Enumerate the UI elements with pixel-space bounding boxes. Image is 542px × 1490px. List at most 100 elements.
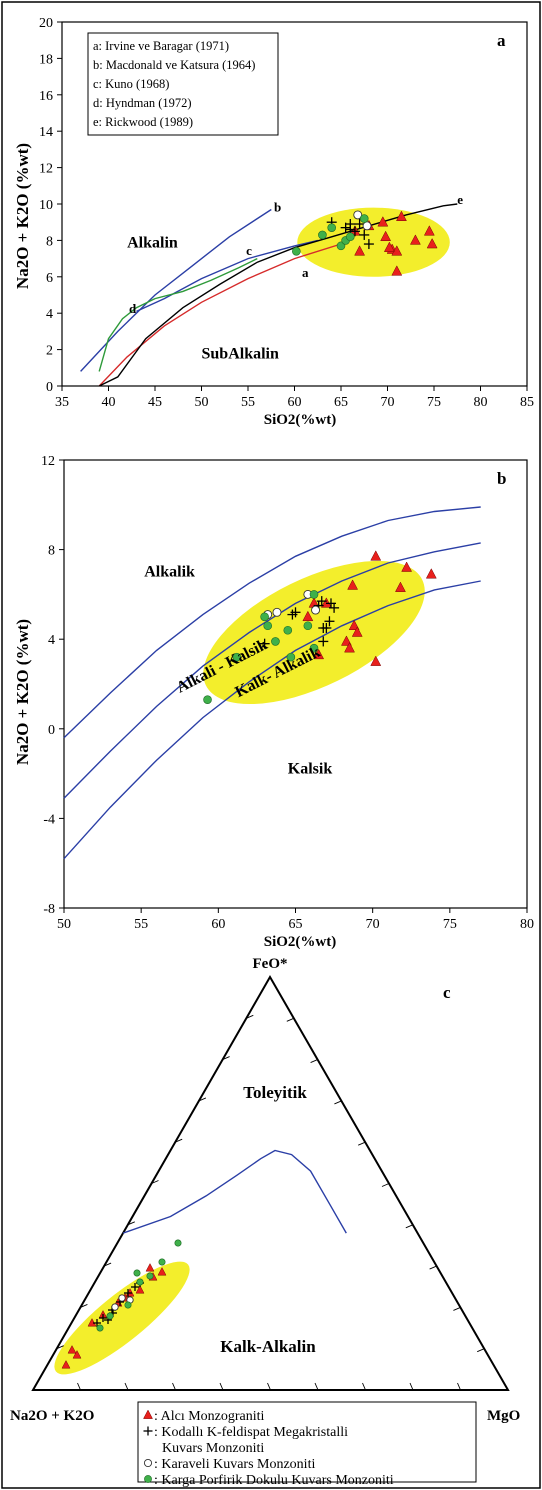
marker-legend-symbols: [143, 1409, 153, 1483]
marker-legend-text: : Karga Porfirik Dokulu Kuvars Monzoniti: [154, 1473, 394, 1488]
ternary-tick: [127, 1221, 135, 1226]
triangle-marker: [426, 238, 438, 249]
triangle-marker: [425, 568, 437, 579]
panel-b-data-points: [203, 550, 437, 704]
green-circle-marker: [106, 1312, 114, 1320]
green-circle-marker: [263, 621, 273, 631]
panel-a-highlight-region: [297, 207, 450, 277]
panel-b-y-ticks: -8 -4 0 4 8 12: [41, 454, 64, 917]
y-tick-label: 10: [39, 198, 53, 213]
triangle-marker: [67, 1345, 77, 1354]
marker-legend-text: : Kodallı K-feldispat Megakristalli: [154, 1425, 348, 1440]
ternary-ticks: [56, 1014, 485, 1391]
green-circle-marker: [327, 223, 337, 232]
x-tick-label: 60: [288, 395, 302, 410]
plus-marker: [363, 239, 374, 250]
ternary-tick: [310, 1059, 318, 1064]
triangle-marker: [313, 648, 325, 660]
plus-marker: [324, 616, 335, 627]
ternary-tick: [314, 1382, 319, 1391]
triangle-marker: [370, 550, 382, 561]
triangle-marker: [344, 642, 355, 653]
apex-label-left: Na2O + K2O: [10, 1408, 94, 1424]
field-label-tholeiitic: Toleyitik: [243, 1083, 307, 1102]
curve-b3: [63, 580, 481, 860]
plus-marker: [131, 1283, 139, 1291]
triangle-marker: [145, 1263, 155, 1272]
ternary-tick: [246, 1014, 254, 1019]
open-circle-marker: [272, 607, 282, 617]
y-tick-label: 16: [39, 89, 53, 104]
green-circle-marker: [359, 214, 369, 223]
triangle-marker: [61, 1360, 71, 1369]
curve-b1: [63, 506, 481, 739]
curve-d: [98, 257, 258, 372]
ternary-tick: [124, 1382, 129, 1391]
panel-a-curve-legend: a: Irvine ve Baragar (1971) b: Macdonald…: [87, 32, 279, 136]
triangle-marker: [401, 561, 413, 572]
curve-label: a: [302, 265, 309, 280]
triangle-marker: [423, 225, 435, 236]
plus-marker: [124, 1289, 132, 1297]
green-circle-marker: [232, 652, 242, 662]
panel-b-y-axis-title: Na2O + K2O (%wt): [13, 619, 32, 765]
triangle-marker: [72, 1350, 82, 1359]
ternary-tick: [477, 1348, 485, 1353]
ternary-tick: [219, 1382, 224, 1391]
panel-a-curve-labels: a b c d e: [129, 192, 463, 316]
ternary-tick: [362, 1382, 366, 1391]
ternary-tick: [198, 1097, 207, 1102]
green-circle-marker: [124, 1301, 132, 1309]
triangle-marker: [354, 245, 366, 256]
panel-a-x-axis-title: SiO2(%wt): [264, 412, 337, 428]
x-tick-label: 85: [520, 395, 534, 410]
green-circle-marker: [292, 247, 301, 256]
triangle-marker: [135, 1285, 145, 1294]
field-label: Kalsik: [288, 761, 333, 778]
plus-marker: [318, 636, 329, 647]
plus-marker: [354, 219, 365, 230]
plus-marker: [259, 638, 270, 649]
marker-legend-box: [137, 1401, 477, 1483]
x-tick-label: 80: [474, 395, 488, 410]
plus-marker: [143, 1426, 153, 1436]
open-circle-marker: [143, 1458, 153, 1468]
x-tick-label: 60: [211, 917, 225, 932]
x-tick-label: 65: [289, 917, 303, 932]
panel-a-label: a: [497, 31, 506, 50]
x-tick-label: 40: [102, 395, 116, 410]
green-circle-marker: [283, 625, 293, 635]
tholeiitic-calcalkaline-boundary: [122, 1149, 347, 1234]
green-circle-marker: [146, 1272, 154, 1280]
marker-legend-text: : Karaveli Kuvars Monzoniti: [154, 1457, 315, 1472]
y-tick-label: -8: [43, 902, 55, 917]
triangle-marker: [383, 241, 395, 252]
ternary-tick: [172, 1382, 176, 1391]
green-circle-marker: [345, 232, 355, 242]
panel-a-legend-item: b: Macdonald ve Katsura (1964): [93, 58, 255, 72]
x-tick-label: 80: [520, 917, 534, 932]
ternary-tick: [267, 1382, 271, 1391]
y-tick-label: 0: [48, 723, 55, 738]
curve-b: [80, 208, 272, 372]
panel-b-highlight-region: [203, 560, 425, 705]
panel-b-boundary-curves: [63, 506, 481, 860]
green-circle-marker: [203, 695, 212, 704]
triangle-marker: [320, 597, 332, 608]
y-tick-label: 2: [46, 344, 53, 359]
triangle-marker: [409, 234, 421, 245]
panel-c-highlight-region: [54, 1261, 190, 1375]
x-tick-label: 75: [427, 395, 441, 410]
plus-marker: [321, 623, 332, 633]
ternary-tick: [56, 1345, 64, 1350]
panel-b-x-axis-title: SiO2(%wt): [264, 934, 337, 950]
y-tick-label: 4: [46, 307, 53, 322]
triangle-marker: [377, 216, 389, 227]
ternary-tick: [80, 1303, 88, 1308]
triangle-marker: [395, 581, 406, 592]
ternary-tick: [457, 1382, 461, 1391]
marker-legend-text: : Alcı Monzograniti: [154, 1409, 265, 1424]
panel-a-field-labels: Alkalin SubAlkalin: [127, 235, 279, 363]
y-tick-label: 8: [48, 544, 55, 559]
